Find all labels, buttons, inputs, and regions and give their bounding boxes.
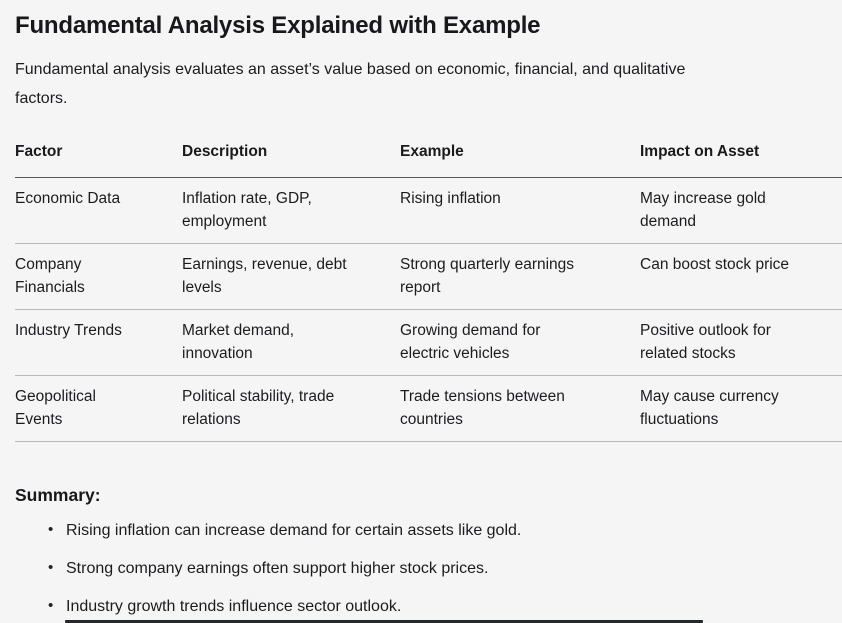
table-row: Economic Data Inflation rate, GDP, emplo… xyxy=(15,177,842,244)
table-cell: Market demand, innovation xyxy=(182,309,400,376)
summary-heading: Summary: xyxy=(15,485,101,505)
table-cell: Rising inflation xyxy=(400,177,640,244)
summary-list: Rising inflation can increase demand for… xyxy=(15,519,842,617)
table-cell: Economic Data xyxy=(15,177,182,244)
table-cell: Can boost stock price xyxy=(640,243,842,310)
table-row: Geopolitical Events Political stability,… xyxy=(15,375,842,442)
table-row: Industry Trends Market demand, innovatio… xyxy=(15,309,842,376)
truncated-text-line xyxy=(65,620,703,623)
factors-table: Factor Description Example Impact on Ass… xyxy=(15,143,842,442)
table-cell: Company Financials xyxy=(15,243,182,310)
table-cell: Growing demand for electric vehicles xyxy=(400,309,640,376)
column-header-factor: Factor xyxy=(15,143,182,178)
table-row: Company Financials Earnings, revenue, de… xyxy=(15,243,842,310)
table-cell: May cause currency fluctuations xyxy=(640,375,842,442)
list-item: Industry growth trends influence sector … xyxy=(48,595,842,617)
column-header-example: Example xyxy=(400,143,640,178)
table-cell: Inflation rate, GDP, employment xyxy=(182,177,400,244)
table-cell: Geopolitical Events xyxy=(15,375,182,442)
list-item: Strong company earnings often support hi… xyxy=(48,557,842,579)
table-cell: Earnings, revenue, debt levels xyxy=(182,243,400,310)
page-title: Fundamental Analysis Explained with Exam… xyxy=(15,12,541,39)
table-cell: Industry Trends xyxy=(15,309,182,376)
list-item: Rising inflation can increase demand for… xyxy=(48,519,842,541)
table-cell: Positive outlook for related stocks xyxy=(640,309,842,376)
table-cell: Trade tensions between countries xyxy=(400,375,640,442)
intro-paragraph: Fundamental analysis evaluates an asset’… xyxy=(15,61,686,107)
table-header-row: Factor Description Example Impact on Ass… xyxy=(15,143,842,178)
column-header-description: Description xyxy=(182,143,400,178)
table-cell: Political stability, trade relations xyxy=(182,375,400,442)
column-header-impact: Impact on Asset xyxy=(640,143,842,178)
table-cell: Strong quarterly earnings report xyxy=(400,243,640,310)
table-cell: May increase gold demand xyxy=(640,177,842,244)
